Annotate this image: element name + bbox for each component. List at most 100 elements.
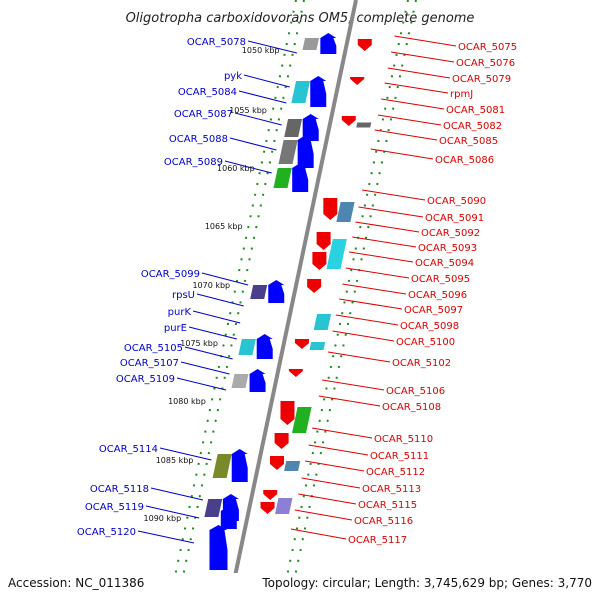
kbp-mark: 1055 kbp [229, 106, 267, 115]
gene-label-left[interactable]: OCAR_5107 [120, 358, 179, 369]
gene-label-left[interactable]: purE [164, 323, 187, 334]
reverse-gene-arrow [312, 252, 327, 270]
forward-gene-arrow-head [231, 449, 248, 454]
gene-label-right[interactable]: OCAR_5094 [415, 258, 474, 269]
gene-block [292, 407, 312, 433]
gene-label-right[interactable]: OCAR_5117 [348, 535, 407, 546]
reverse-gene-arrow [280, 401, 295, 425]
gene-block [313, 314, 332, 330]
gene-label-left[interactable]: pyk [224, 71, 242, 82]
gene-label-right[interactable]: OCAR_5095 [411, 274, 470, 285]
gene-label-left[interactable]: OCAR_5089 [164, 157, 223, 168]
feature-track [204, 33, 372, 598]
gene-label-left[interactable]: OCAR_5078 [187, 37, 246, 48]
reverse-gene-arrow [260, 502, 275, 514]
gene-label-right[interactable]: OCAR_5085 [439, 136, 498, 147]
connector-line [301, 477, 361, 489]
forward-gene-arrow [231, 454, 248, 482]
gene-label-left[interactable]: OCAR_5118 [90, 484, 149, 495]
gene-block [309, 342, 326, 350]
map-title: Oligotropha carboxidovorans OM5, complet… [126, 11, 475, 26]
topology-text: Topology: circular; Length: 3,745,629 bp… [261, 576, 592, 590]
connector-line [349, 251, 414, 263]
gene-label-right[interactable]: OCAR_5116 [354, 516, 413, 527]
kbp-ruler: 1050 kbp 1055 kbp 1060 kbp 1065 kbp 1070 kbp… [131, 46, 279, 581]
connector-line [362, 189, 426, 201]
gene-label-right[interactable]: OCAR_5091 [425, 213, 484, 224]
connector-line [234, 112, 282, 126]
gene-label-left[interactable]: OCAR_5105 [124, 343, 183, 354]
gene-label-right[interactable]: OCAR_5111 [370, 451, 429, 462]
connector-line [377, 114, 442, 126]
gene-label-left[interactable]: OCAR_5109 [116, 374, 175, 385]
gene-block [302, 38, 320, 50]
connector-line [176, 377, 227, 391]
gene-label-right[interactable]: OCAR_5092 [421, 228, 480, 239]
connector-line [345, 267, 410, 279]
backbone-line [228, 0, 358, 600]
kbp-mark: 1080 kbp [168, 397, 206, 406]
gene-label-right[interactable]: OCAR_5096 [408, 290, 467, 301]
gene-block [231, 374, 249, 388]
gene-label-right[interactable]: OCAR_5098 [400, 321, 459, 332]
connector-line [224, 160, 272, 174]
connector-line [384, 82, 449, 94]
gene-block [356, 122, 372, 128]
connector-line [328, 351, 391, 363]
connector-line [394, 35, 457, 47]
gene-label-right[interactable]: OCAR_5075 [458, 42, 517, 53]
connector-line [184, 346, 233, 360]
gene-label-right[interactable]: OCAR_5112 [366, 467, 425, 478]
reverse-gene-arrow [316, 232, 331, 250]
connector-line [298, 493, 357, 505]
forward-gene-arrow-head [310, 76, 327, 81]
gene-label-right[interactable]: OCAR_5113 [362, 484, 421, 495]
gene-label-right[interactable]: OCAR_5076 [456, 58, 515, 69]
connector-line [294, 509, 353, 521]
gene-label-left[interactable]: OCAR_5114 [99, 444, 158, 455]
connector-line [201, 272, 249, 286]
forward-gene-arrow [256, 339, 273, 359]
connector-line [247, 40, 297, 54]
gene-label-right[interactable]: OCAR_5079 [452, 74, 511, 85]
connector-line [374, 129, 438, 141]
gene-label-left[interactable]: OCAR_5099 [141, 269, 200, 280]
kbp-mark: 1065 kbp [205, 222, 243, 231]
gene-label-left[interactable]: OCAR_5084 [178, 87, 237, 98]
gene-block [212, 454, 232, 478]
gene-label-left[interactable]: OCAR_5088 [169, 134, 228, 145]
gene-label-right[interactable]: OCAR_5086 [435, 155, 494, 166]
gene-label-right[interactable]: OCAR_5115 [358, 500, 417, 511]
gene-block [336, 202, 355, 222]
gene-label-right[interactable]: OCAR_5093 [418, 243, 477, 254]
gene-label-right[interactable]: OCAR_5090 [427, 196, 486, 207]
reverse-gene-arrow [323, 198, 338, 220]
gene-label-left[interactable]: purK [168, 307, 192, 318]
gene-label-right[interactable]: OCAR_5110 [374, 434, 433, 445]
reverse-gene-arrow [263, 490, 278, 500]
gene-label-left[interactable]: rpsU [172, 290, 195, 301]
gene-block [326, 239, 347, 269]
gene-label-right[interactable]: OCAR_5082 [443, 121, 502, 132]
connector-line [332, 330, 395, 342]
forward-gene-arrow-head [220, 506, 237, 511]
gene-label-left[interactable]: OCAR_5120 [77, 527, 136, 538]
gene-label-right[interactable]: OCAR_5100 [396, 337, 455, 348]
connector-line [145, 505, 200, 519]
gene-label-right[interactable]: OCAR_5102 [392, 358, 451, 369]
gene-label-right[interactable]: OCAR_5106 [386, 386, 445, 397]
gene-label-right[interactable]: OCAR_5097 [404, 305, 463, 316]
connector-line [355, 221, 420, 233]
connector-line [391, 51, 455, 63]
reverse-gene-arrow [307, 279, 322, 293]
reverse-gene-arrow [269, 456, 284, 470]
reverse-gene-arrow [274, 433, 289, 449]
gene-label-left[interactable]: OCAR_5087 [174, 109, 233, 120]
gene-label-left[interactable]: OCAR_5119 [85, 502, 144, 513]
gene-label-right[interactable]: OCAR_5081 [446, 105, 505, 116]
connector-line [312, 427, 373, 439]
gene-label-right[interactable]: OCAR_5108 [382, 402, 441, 413]
kbp-mark: 1085 kbp [156, 456, 194, 465]
connector-line [180, 361, 230, 375]
gene-label-right[interactable]: rpmJ [450, 89, 473, 100]
